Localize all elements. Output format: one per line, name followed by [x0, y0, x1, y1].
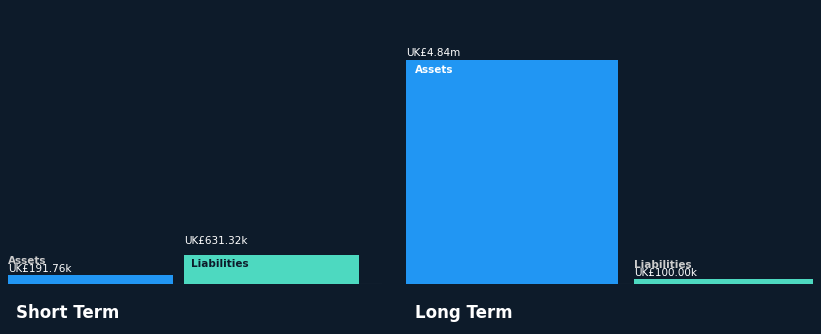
Text: UK£191.76k: UK£191.76k	[8, 264, 71, 274]
Bar	[406, 60, 617, 284]
Bar	[8, 275, 172, 284]
Text: UK£4.84m: UK£4.84m	[406, 48, 461, 58]
Text: Liabilities: Liabilities	[634, 260, 691, 270]
Bar	[634, 279, 813, 284]
Text: UK£100.00k: UK£100.00k	[634, 268, 697, 278]
Text: Liabilities: Liabilities	[191, 259, 249, 269]
Text: Short Term: Short Term	[16, 304, 119, 322]
Bar	[184, 255, 360, 284]
Text: Assets: Assets	[415, 65, 453, 75]
Text: Assets: Assets	[8, 256, 47, 266]
Text: Long Term: Long Term	[415, 304, 512, 322]
Text: UK£631.32k: UK£631.32k	[184, 236, 247, 246]
